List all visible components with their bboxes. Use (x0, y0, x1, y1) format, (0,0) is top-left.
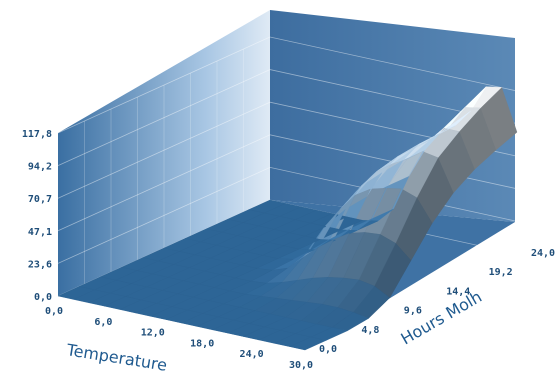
x-tick-label: 18,0 (190, 338, 214, 349)
y-tick-label: 19,2 (489, 267, 513, 278)
left-wall (58, 10, 270, 296)
z-tick-label: 94,2 (28, 162, 52, 173)
z-tick-label: 23,6 (28, 259, 52, 270)
x-axis-title: Temperature (64, 340, 168, 371)
gridline (57, 69, 518, 166)
y-tick-label: 14,4 (446, 286, 470, 297)
z-tick-label: 0,0 (34, 292, 52, 303)
y-axis-title: Hours Molh (398, 287, 486, 349)
x-tick-label: 0,0 (45, 306, 63, 317)
y-tick-label: 24,0 (531, 248, 555, 259)
z-tick-label: 70,7 (28, 194, 52, 205)
surface-plot (57, 86, 518, 351)
surface-cell (57, 286, 96, 300)
y-tick-label: 0,0 (319, 344, 337, 355)
z-tick-label: 117,8 (22, 129, 52, 140)
gridline (57, 36, 518, 134)
y-tick-label: 9,6 (404, 306, 422, 317)
x-tick-label: 30,0 (289, 360, 313, 371)
x-axis-ticks: 0,0 6,0 12,0 18,0 24,0 30,0 (45, 306, 313, 371)
z-axis-ticks: 0,0 23,6 47,1 70,7 94,2 117,8 (22, 129, 52, 303)
x-tick-label: 12,0 (141, 328, 165, 339)
x-tick-label: 24,0 (240, 349, 264, 360)
y-tick-label: 4,8 (361, 325, 379, 336)
x-tick-label: 6,0 (94, 317, 112, 328)
z-tick-label: 47,1 (28, 227, 52, 238)
y-axis-ticks: 0,0 4,8 9,6 14,4 19,2 24,0 (319, 248, 555, 355)
